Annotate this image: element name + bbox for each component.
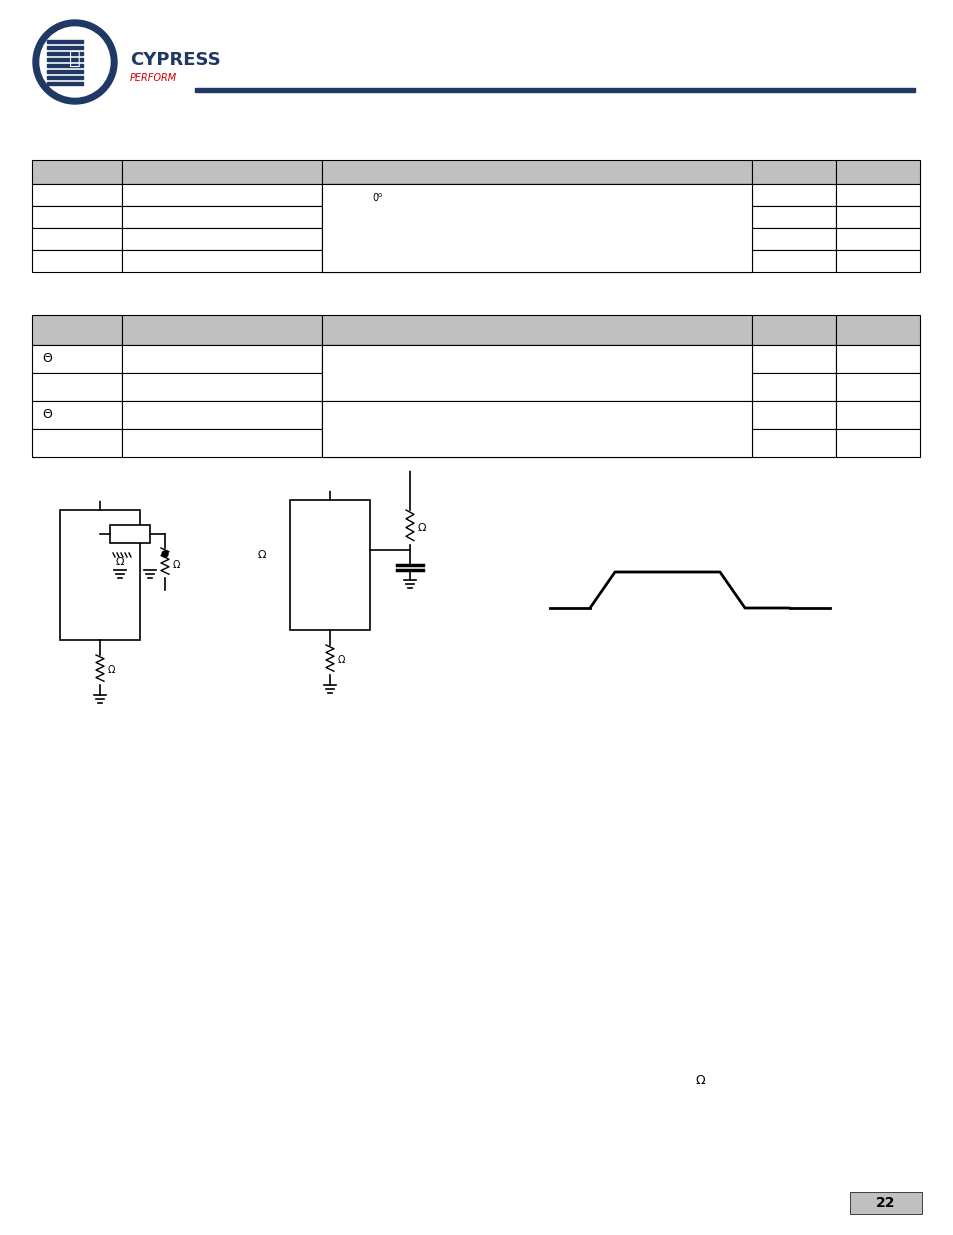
- Bar: [835, 429, 919, 457]
- Text: Ω: Ω: [257, 550, 266, 559]
- Bar: [122, 228, 322, 249]
- Bar: [751, 373, 835, 401]
- Bar: [322, 206, 751, 228]
- Bar: [751, 161, 835, 184]
- Bar: [322, 401, 751, 429]
- Circle shape: [407, 464, 413, 471]
- Bar: [32, 206, 122, 228]
- Bar: [751, 249, 835, 272]
- Bar: [47, 64, 83, 67]
- Bar: [47, 58, 83, 61]
- Bar: [751, 228, 835, 249]
- Bar: [322, 401, 751, 457]
- Bar: [322, 228, 751, 249]
- Bar: [194, 88, 914, 91]
- Bar: [835, 401, 919, 429]
- Bar: [751, 206, 835, 228]
- Bar: [322, 249, 751, 272]
- Circle shape: [327, 484, 333, 490]
- Bar: [32, 315, 122, 345]
- Bar: [122, 161, 322, 184]
- Bar: [835, 161, 919, 184]
- Circle shape: [97, 494, 103, 500]
- Bar: [122, 315, 322, 345]
- Bar: [290, 500, 370, 630]
- Bar: [122, 345, 322, 373]
- Bar: [751, 429, 835, 457]
- Bar: [32, 345, 122, 373]
- Bar: [322, 161, 751, 184]
- Circle shape: [162, 551, 168, 557]
- Bar: [322, 345, 751, 401]
- Bar: [32, 249, 122, 272]
- Text: Θ: Θ: [42, 352, 51, 366]
- Text: Ω: Ω: [417, 522, 426, 534]
- Bar: [322, 184, 751, 206]
- Bar: [32, 161, 122, 184]
- Bar: [751, 184, 835, 206]
- Bar: [47, 52, 83, 56]
- Text: 🌲: 🌲: [69, 48, 81, 68]
- Bar: [47, 46, 83, 49]
- Bar: [47, 77, 83, 79]
- Bar: [122, 184, 322, 206]
- Bar: [322, 345, 751, 373]
- Bar: [835, 228, 919, 249]
- Bar: [60, 510, 140, 640]
- Bar: [110, 525, 150, 543]
- Bar: [32, 228, 122, 249]
- Bar: [322, 184, 751, 272]
- Bar: [122, 249, 322, 272]
- Text: Ω: Ω: [337, 655, 345, 664]
- Text: CYPRESS: CYPRESS: [130, 51, 220, 69]
- Bar: [122, 373, 322, 401]
- Bar: [47, 82, 83, 85]
- Text: o: o: [377, 191, 382, 198]
- Bar: [835, 206, 919, 228]
- Circle shape: [33, 20, 117, 104]
- Text: 0: 0: [372, 193, 377, 203]
- Bar: [32, 401, 122, 429]
- Text: PERFORM: PERFORM: [130, 73, 177, 83]
- Bar: [32, 184, 122, 206]
- Text: 22: 22: [876, 1195, 895, 1210]
- Bar: [122, 206, 322, 228]
- Text: Θ: Θ: [42, 409, 51, 421]
- Text: Ω: Ω: [695, 1073, 704, 1087]
- Bar: [32, 373, 122, 401]
- Bar: [322, 373, 751, 401]
- Bar: [122, 429, 322, 457]
- Bar: [322, 429, 751, 457]
- Bar: [47, 70, 83, 73]
- Bar: [849, 1192, 921, 1214]
- Bar: [47, 40, 83, 43]
- Circle shape: [40, 27, 110, 98]
- Bar: [835, 373, 919, 401]
- Bar: [751, 315, 835, 345]
- Bar: [751, 401, 835, 429]
- Bar: [751, 345, 835, 373]
- Text: Ω: Ω: [172, 559, 180, 571]
- Bar: [835, 315, 919, 345]
- Bar: [32, 429, 122, 457]
- Bar: [122, 401, 322, 429]
- Text: Ω: Ω: [115, 557, 124, 567]
- Bar: [835, 184, 919, 206]
- Bar: [835, 249, 919, 272]
- Bar: [835, 345, 919, 373]
- Text: Ω: Ω: [108, 664, 115, 676]
- Bar: [322, 315, 751, 345]
